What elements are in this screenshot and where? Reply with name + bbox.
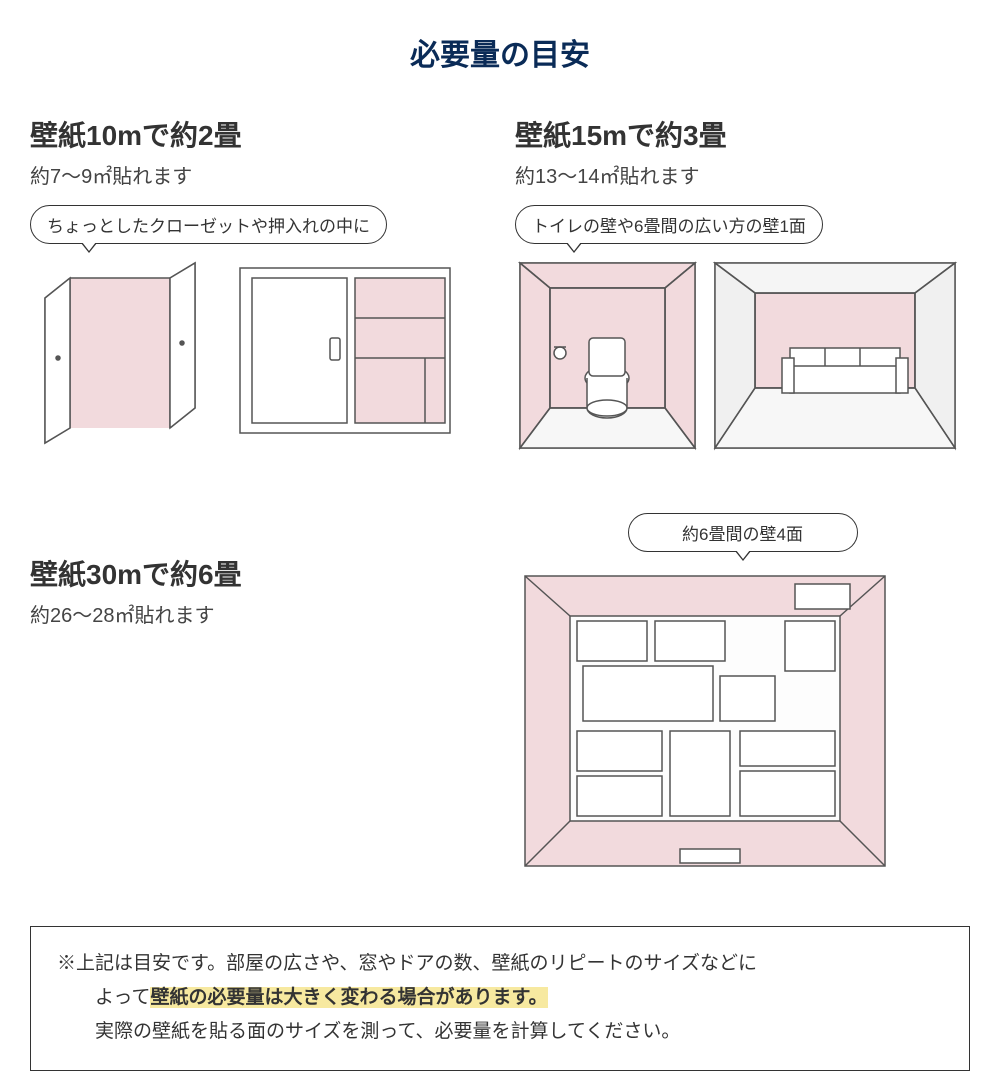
toilet-room-icon	[515, 258, 700, 453]
heading-30m: 壁紙30mで約6畳	[30, 553, 485, 593]
closet-open-icon	[30, 258, 210, 448]
heading-10m: 壁紙10mで約2畳	[30, 114, 485, 154]
note-line-2-pre: よって	[95, 987, 150, 1008]
illus-15m	[515, 258, 970, 453]
sub-30m: 約26～28㎡貼れます	[30, 599, 485, 628]
note-box: ※上記は目安です。部屋の広さや、窓やドアの数、壁紙のリピートのサイズなどに よっ…	[30, 926, 970, 1071]
info-grid: 壁紙10mで約2畳 約7～9㎡貼れます ちょっとしたクローゼットや押入れの中に	[30, 114, 970, 876]
note-highlight: 壁紙の必要量は大きく変わる場合があります。	[150, 987, 547, 1008]
section-10m: 壁紙10mで約2畳 約7～9㎡貼れます ちょっとしたクローゼットや押入れの中に	[30, 114, 485, 448]
note-line-2: よって壁紙の必要量は大きく変わる場合があります。	[57, 981, 943, 1015]
heading-15m: 壁紙15mで約3畳	[515, 114, 970, 154]
page-title: 必要量の目安	[30, 30, 970, 74]
section-30m-illus: 約6畳間の壁4面	[515, 513, 970, 876]
bubble-30m: 約6畳間の壁4面	[628, 513, 858, 552]
note-line-3: 実際の壁紙を貼る面のサイズを測って、必要量を計算してください。	[57, 1015, 943, 1049]
illus-10m	[30, 258, 485, 448]
sub-15m: 約13～14㎡貼れます	[515, 160, 970, 189]
section-30m-text: 壁紙30mで約6畳 約26～28㎡貼れます	[30, 493, 485, 644]
room-one-wall-icon	[710, 258, 960, 453]
section-15m: 壁紙15mで約3畳 約13～14㎡貼れます トイレの壁や6畳間の広い方の壁1面	[515, 114, 970, 453]
note-line-1: ※上記は目安です。部屋の広さや、窓やドアの数、壁紙のリピートのサイズなどに	[57, 947, 943, 981]
sub-10m: 約7～9㎡貼れます	[30, 160, 485, 189]
bubble-10m: ちょっとしたクローゼットや押入れの中に	[30, 205, 387, 244]
room-four-walls-icon	[515, 566, 895, 876]
sliding-closet-icon	[230, 258, 460, 448]
bubble-15m: トイレの壁や6畳間の広い方の壁1面	[515, 205, 823, 244]
